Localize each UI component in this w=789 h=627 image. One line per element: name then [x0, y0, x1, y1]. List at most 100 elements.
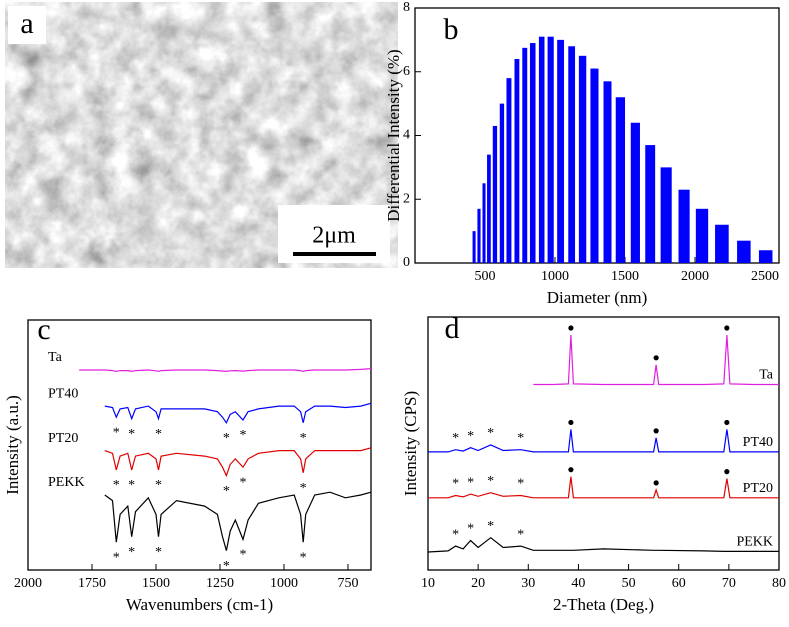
bar — [472, 231, 476, 263]
peak-marker: * — [467, 522, 474, 537]
bar — [645, 145, 656, 263]
peak-dot — [653, 355, 659, 361]
x-tick-label: 80 — [772, 576, 786, 591]
bar — [578, 55, 587, 263]
peak-marker: * — [155, 478, 162, 493]
peak-marker: * — [240, 475, 247, 490]
y-tick-label: 4 — [403, 128, 410, 143]
bar — [615, 97, 626, 263]
x-axis-label: Diameter (nm) — [547, 288, 648, 307]
bar — [506, 78, 512, 263]
x-tick-label: 1000 — [541, 269, 569, 284]
peak-marker: * — [452, 431, 459, 446]
x-tick-label: 1000 — [270, 576, 298, 591]
peak-marker: * — [223, 484, 230, 499]
x-tick-label: 1250 — [206, 576, 234, 591]
x-tick-label: 30 — [521, 576, 535, 591]
y-tick-label: 8 — [403, 0, 410, 15]
peak-marker: * — [155, 545, 162, 560]
x-tick-label: 500 — [475, 269, 496, 284]
bar — [715, 224, 729, 263]
series-label: PT20 — [48, 431, 78, 446]
x-tick-label: 750 — [337, 576, 358, 591]
x-tick-label: 1500 — [142, 576, 170, 591]
series-label: Ta — [48, 350, 63, 365]
peak-dot — [724, 325, 730, 331]
peak-dot — [653, 428, 659, 434]
bar — [695, 208, 709, 263]
x-tick-label: 2000 — [14, 576, 42, 591]
y-axis-label: Differential Intensity (%) — [384, 49, 403, 221]
series-line — [428, 429, 779, 453]
peak-marker: * — [467, 429, 474, 444]
x-axis-label: 2-Theta (Deg.) — [553, 595, 654, 614]
peak-dot — [568, 419, 574, 426]
x-tick-label: 2500 — [751, 269, 779, 284]
peak-marker: * — [452, 477, 459, 492]
x-tick-label: 1750 — [78, 576, 106, 591]
panel-label: a — [20, 7, 33, 40]
series-line — [104, 491, 372, 551]
bar — [737, 240, 751, 263]
peak-marker: * — [300, 431, 307, 446]
plot-frame — [427, 316, 780, 571]
x-tick-label: 1500 — [611, 269, 639, 284]
peak-marker: * — [223, 431, 230, 446]
bar — [678, 189, 690, 263]
peak-marker: * — [517, 477, 524, 492]
x-tick-label: 40 — [571, 576, 585, 591]
peak-marker: * — [487, 519, 494, 534]
peak-marker: * — [487, 474, 494, 489]
peak-dot — [724, 419, 730, 426]
series-label: PT20 — [743, 481, 773, 496]
x-tick-label: 70 — [722, 576, 736, 591]
peak-marker: * — [128, 427, 135, 442]
peak-marker: * — [467, 475, 474, 490]
peak-dot — [724, 469, 730, 475]
peak-marker: * — [113, 478, 120, 493]
series-label: Ta — [759, 368, 774, 383]
peak-marker: * — [128, 545, 135, 560]
peak-marker: * — [452, 527, 459, 542]
peak-marker: * — [487, 426, 494, 441]
peak-marker: * — [155, 427, 162, 442]
plot-frame — [27, 319, 372, 571]
label-box — [8, 6, 46, 44]
y-tick-label: 6 — [403, 64, 410, 79]
bar — [529, 43, 536, 263]
peak-dot — [653, 480, 659, 486]
series-label: PT40 — [48, 386, 78, 401]
series-line — [104, 402, 372, 425]
series-line — [79, 368, 372, 373]
bar — [568, 46, 576, 263]
bar — [538, 36, 545, 263]
series-label: PEKK — [48, 475, 85, 490]
panel-label: b — [444, 13, 459, 46]
peak-marker: * — [517, 527, 524, 542]
sem-image-panel: a 2μm — [5, 2, 398, 268]
bar — [603, 81, 612, 263]
panel-label: c — [37, 313, 50, 346]
series-line — [427, 536, 779, 553]
x-tick-label: 60 — [672, 576, 686, 591]
series-label: PEKK — [736, 535, 773, 550]
bar — [482, 183, 486, 263]
bar — [499, 103, 505, 263]
panel-label: d — [445, 312, 460, 345]
y-axis-label: Intensity (CPS) — [401, 391, 420, 496]
x-tick-label: 10 — [421, 576, 435, 591]
bar — [477, 208, 481, 263]
peak-marker: * — [113, 550, 120, 565]
bar — [758, 250, 773, 263]
peak-dot — [568, 325, 574, 331]
bar — [522, 47, 528, 263]
peak-marker: * — [517, 431, 524, 446]
y-axis-label: Intensity (a.u.) — [3, 395, 22, 495]
scale-bar-label: 2μm — [312, 223, 356, 249]
bar — [660, 167, 672, 263]
y-tick-label: 0 — [403, 255, 410, 270]
bar — [547, 36, 554, 263]
x-tick-label: 50 — [622, 576, 636, 591]
bar — [492, 125, 498, 263]
